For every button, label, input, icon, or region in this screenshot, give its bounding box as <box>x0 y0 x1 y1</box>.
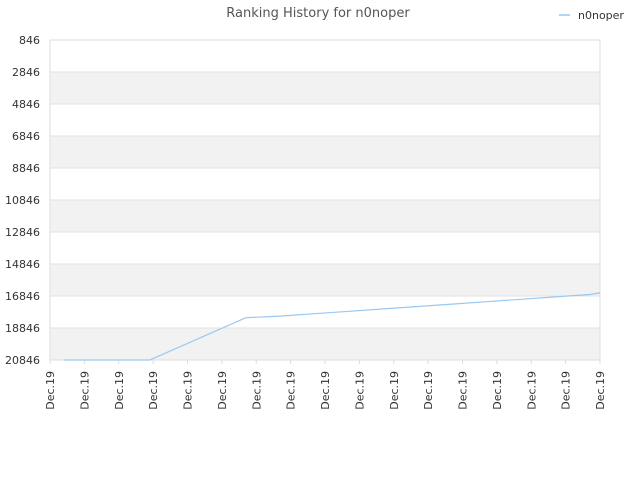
x-tick-label: Dec.19 <box>216 371 229 410</box>
y-tick-label: 10846 <box>5 194 40 207</box>
x-tick-label: Dec.19 <box>560 371 573 410</box>
x-tick-label: Dec.19 <box>422 371 435 410</box>
x-tick-label: Dec.19 <box>78 371 91 410</box>
y-tick-label: 16846 <box>5 290 40 303</box>
x-tick-label: Dec.19 <box>250 371 263 410</box>
x-tick-label: Dec.19 <box>525 371 538 410</box>
x-tick-label: Dec.19 <box>457 371 470 410</box>
x-tick-label: Dec.19 <box>182 371 195 410</box>
y-tick-label: 2846 <box>12 66 40 79</box>
y-tick-label: 6846 <box>12 130 40 143</box>
x-tick-label: Dec.19 <box>388 371 401 410</box>
series-line-n0noper <box>63 292 601 361</box>
y-tick-label: 12846 <box>5 226 40 239</box>
grid-band <box>50 136 600 168</box>
y-tick-label: 20846 <box>5 354 40 367</box>
y-tick-label: 8846 <box>12 162 40 175</box>
grid-bands <box>50 72 600 360</box>
x-tick-label: Dec.19 <box>594 371 607 410</box>
legend[interactable]: n0noper <box>559 9 624 22</box>
chart-title: Ranking History for n0noper <box>226 6 410 21</box>
series-layer <box>63 292 601 361</box>
x-axis-ticks: Dec.19 Dec.19 Dec.19 Dec.19 Dec.19 Dec.19 Dec.… <box>44 360 607 410</box>
x-tick-label: Dec.19 <box>113 371 126 410</box>
x-tick-label: Dec.19 <box>44 371 57 410</box>
grid-band <box>50 264 600 296</box>
x-tick-label: Dec.19 <box>491 371 504 410</box>
x-tick-label: Dec.19 <box>353 371 366 410</box>
grid-band <box>50 328 600 360</box>
y-tick-label: 4846 <box>12 98 40 111</box>
y-tick-label: 846 <box>19 34 40 47</box>
y-axis-ticks: 846 2846 4846 6846 8846 10846 12846 14846 16846 1… <box>5 34 40 367</box>
x-tick-label: Dec.19 <box>285 371 298 410</box>
x-tick-label: Dec.19 <box>147 371 160 410</box>
x-tick-label: Dec.19 <box>319 371 332 410</box>
grid-band <box>50 72 600 104</box>
y-tick-label: 18846 <box>5 322 40 335</box>
grid-band <box>50 200 600 232</box>
legend-label-n0noper: n0noper <box>578 9 624 22</box>
y-tick-label: 14846 <box>5 258 40 271</box>
